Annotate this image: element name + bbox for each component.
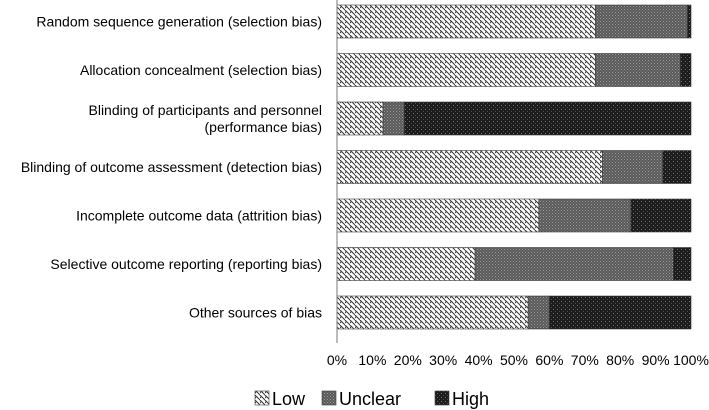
bar-segment-high — [549, 295, 692, 330]
x-tick-label: 60% — [535, 352, 563, 368]
bar-segment-low — [336, 150, 603, 184]
bar-segment-high — [680, 53, 692, 87]
legend-label-unclear: Unclear — [339, 389, 401, 409]
x-tick-label: 30% — [429, 352, 457, 368]
bar-segment-low — [336, 101, 384, 136]
x-tick-label: 20% — [394, 352, 422, 368]
category-label: Selective outcome reporting (reporting b… — [50, 256, 322, 272]
bar-segment-high — [672, 247, 692, 281]
x-tick-label: 40% — [465, 352, 493, 368]
bar-segment-unclear — [474, 247, 674, 281]
bar-segment-low — [336, 247, 476, 281]
bar-segment-unclear — [595, 53, 681, 87]
x-axis-ticks: 0% 10% 20% 30% 40% 50% 60% 70% 80% 90% 100% — [327, 352, 709, 368]
bar-segment-high — [687, 4, 692, 39]
x-tick-label: 100% — [673, 352, 709, 368]
bar-segment-unclear — [595, 4, 688, 39]
legend-swatch-unclear — [321, 390, 337, 406]
legend-swatch-low — [254, 390, 270, 406]
bar-segment-low — [336, 4, 596, 39]
x-tick-label: 10% — [358, 352, 386, 368]
x-tick-label: 80% — [606, 352, 634, 368]
category-label: Blinding of outcome assessment (detectio… — [21, 159, 322, 175]
x-tick-label: 90% — [642, 352, 670, 368]
legend-swatch-high — [434, 390, 450, 406]
category-label: Blinding of participants and personnel (p… — [89, 102, 323, 135]
x-tick-label: 0% — [327, 352, 347, 368]
bars — [336, 4, 692, 330]
legend-label-low: Low — [272, 389, 306, 409]
bar-segment-unclear — [382, 101, 405, 136]
category-label: Other sources of bias — [189, 305, 322, 321]
category-label: Incomplete outcome data (attrition bias) — [76, 208, 322, 224]
bar-segment-unclear — [538, 198, 632, 233]
x-tick-label: 50% — [500, 352, 528, 368]
bar-segment-low — [336, 198, 540, 233]
category-labels: Random sequence generation (selection bi… — [21, 14, 322, 321]
legend: Low Unclear High — [254, 389, 489, 409]
bar-segment-unclear — [527, 295, 550, 330]
legend-label-high: High — [452, 389, 489, 409]
bar-segment-high — [403, 101, 692, 136]
category-label: Allocation concealment (selection bias) — [80, 62, 322, 78]
bar-segment-low — [336, 295, 529, 330]
x-tick-label: 70% — [571, 352, 599, 368]
bar-segment-low — [336, 53, 596, 87]
bar-segment-high — [662, 150, 692, 184]
category-label: Random sequence generation (selection bi… — [36, 14, 322, 30]
bar-segment-unclear — [602, 150, 663, 184]
bar-segment-high — [630, 198, 692, 233]
